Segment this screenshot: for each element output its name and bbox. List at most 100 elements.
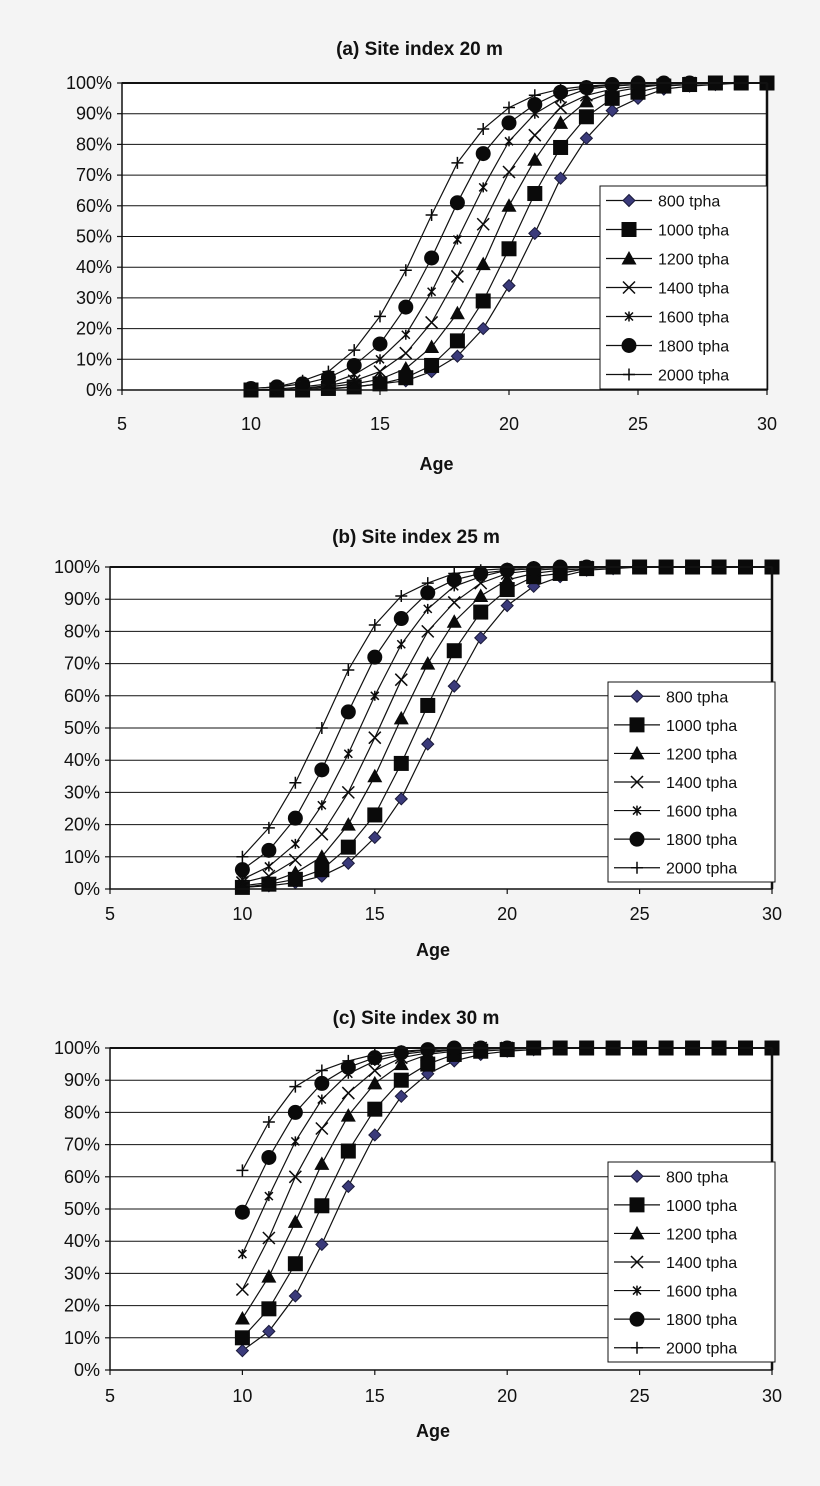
data-point xyxy=(474,631,488,645)
data-point xyxy=(341,1086,355,1100)
y-tick-label: 0% xyxy=(74,879,100,899)
data-point xyxy=(527,96,543,112)
data-point xyxy=(447,679,461,693)
legend-label: 800 tpha xyxy=(666,1169,728,1186)
data-point xyxy=(235,1343,250,1358)
legend-label: 1800 tpha xyxy=(658,339,729,356)
data-point xyxy=(424,250,440,266)
y-tick-label: 80% xyxy=(76,134,112,154)
legend-label: 2000 tpha xyxy=(658,368,729,385)
x-tick-label: 15 xyxy=(370,414,390,434)
data-point xyxy=(290,838,300,849)
chart-title: (c) Site index 30 m xyxy=(333,1008,500,1029)
x-tick-label: 30 xyxy=(762,904,782,924)
legend-item: 1200 tpha xyxy=(606,251,729,269)
legend: 800 tpha 1000 tpha 1200 tpha 1400 tpha 1600 … xyxy=(599,185,768,390)
data-point xyxy=(340,1143,356,1159)
data-point xyxy=(421,737,435,751)
legend-label: 1400 tpha xyxy=(666,1255,737,1272)
data-point xyxy=(367,1075,383,1090)
data-point xyxy=(579,131,594,145)
data-point xyxy=(605,103,619,118)
legend-item: 1400 tpha xyxy=(614,1255,737,1272)
data-point xyxy=(234,862,250,878)
legend-item: 1000 tpha xyxy=(606,222,729,240)
data-point xyxy=(367,1101,383,1117)
y-tick-label: 100% xyxy=(54,1038,100,1058)
data-point xyxy=(399,264,412,277)
data-point xyxy=(501,115,517,131)
data-point xyxy=(317,1094,327,1105)
data-point xyxy=(398,361,414,375)
data-point xyxy=(425,209,438,222)
legend-marker xyxy=(629,1197,645,1213)
data-point xyxy=(473,604,489,620)
y-tick-label: 0% xyxy=(86,380,112,400)
data-point xyxy=(424,357,440,373)
y-tick-label: 80% xyxy=(64,621,100,641)
data-point xyxy=(420,585,436,601)
data-point xyxy=(424,339,440,354)
data-point xyxy=(341,785,355,799)
y-tick-label: 60% xyxy=(64,1167,100,1187)
data-point xyxy=(343,748,353,759)
data-point xyxy=(420,697,436,713)
data-point xyxy=(315,827,329,841)
chart-panel-1: (a) Site index 20 m 0% 10% 20% 30% 40% 50% 60% 7… xyxy=(66,39,777,474)
data-point xyxy=(447,595,461,609)
x-tick-label: 20 xyxy=(497,904,517,924)
data-point xyxy=(527,186,543,202)
data-point xyxy=(393,611,409,627)
legend-marker xyxy=(629,717,645,733)
data-point xyxy=(475,146,491,162)
legend-item: 1200 tpha xyxy=(614,1225,737,1243)
y-tick-label: 20% xyxy=(64,1296,100,1316)
data-point xyxy=(262,821,275,834)
data-point xyxy=(578,109,594,125)
data-point xyxy=(341,1179,356,1194)
data-point xyxy=(342,664,355,677)
legend-label: 1200 tpha xyxy=(666,1226,737,1243)
data-point xyxy=(425,315,439,329)
legend-item: 1400 tpha xyxy=(614,775,737,792)
data-point xyxy=(315,722,328,734)
data-point xyxy=(262,1116,275,1129)
x-tick-label: 15 xyxy=(365,1386,385,1406)
y-tick-label: 50% xyxy=(64,1199,100,1219)
legend-item: 1600 tpha xyxy=(614,1284,737,1301)
data-point xyxy=(578,93,594,108)
data-point xyxy=(340,1108,356,1122)
data-point xyxy=(446,643,462,659)
data-point xyxy=(287,1214,303,1228)
legend-marker xyxy=(623,368,635,381)
x-tick-label: 25 xyxy=(630,1386,650,1406)
y-tick-label: 80% xyxy=(64,1102,100,1122)
data-point xyxy=(393,710,409,725)
x-tick-label: 25 xyxy=(628,414,648,434)
data-point xyxy=(234,1330,250,1346)
x-tick-label: 25 xyxy=(630,904,650,924)
data-point xyxy=(314,1198,330,1214)
legend-label: 1400 tpha xyxy=(658,281,729,298)
y-tick-label: 30% xyxy=(64,1263,100,1283)
legend-item: 1800 tpha xyxy=(614,831,737,849)
data-point xyxy=(340,817,356,831)
data-point xyxy=(395,589,408,602)
data-point xyxy=(394,1089,408,1104)
data-point xyxy=(421,1043,434,1056)
legend-marker xyxy=(629,831,645,847)
legend-marker xyxy=(630,1255,644,1269)
data-point xyxy=(264,1191,274,1202)
legend-marker xyxy=(622,280,636,295)
data-point xyxy=(234,1204,250,1220)
data-point xyxy=(554,101,568,115)
legend-marker xyxy=(632,1285,642,1296)
data-point xyxy=(287,865,303,879)
data-point xyxy=(235,1282,249,1297)
data-point xyxy=(288,1170,302,1184)
data-point xyxy=(476,217,490,231)
data-point xyxy=(421,624,435,638)
data-point xyxy=(342,1054,355,1067)
data-point xyxy=(394,792,408,806)
